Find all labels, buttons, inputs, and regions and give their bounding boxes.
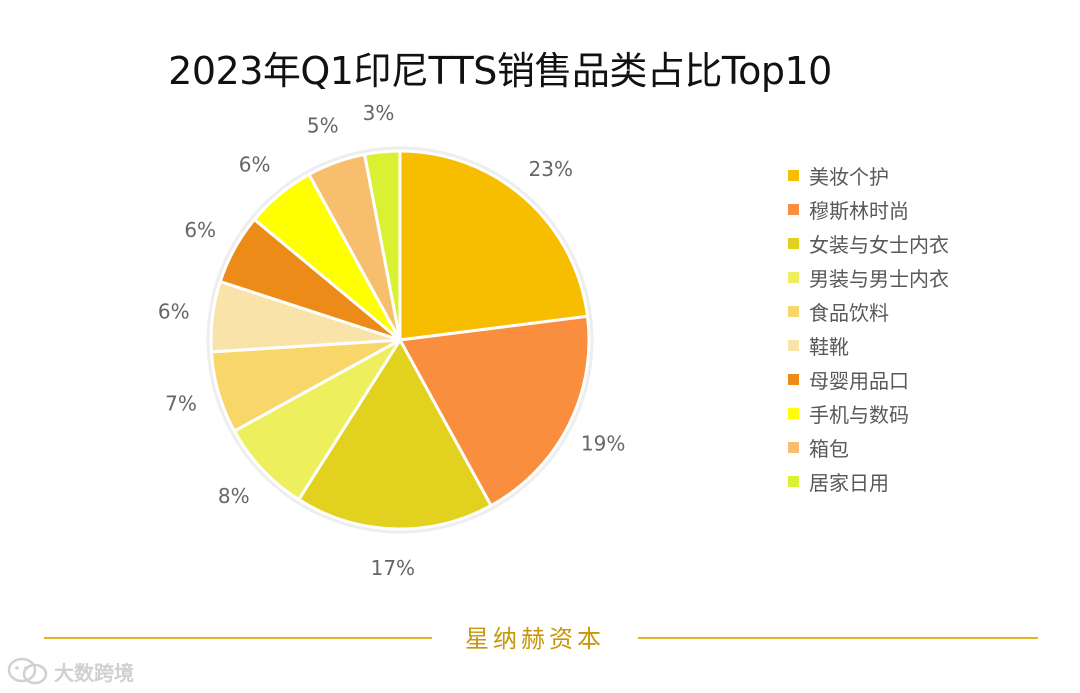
legend-swatch (788, 373, 799, 385)
legend-item: 鞋靴 (788, 328, 949, 362)
legend-swatch (788, 475, 799, 487)
slice-data-label: 7% (165, 392, 197, 416)
legend-item: 手机与数码 (788, 396, 949, 430)
legend-item: 食品饮料 (788, 294, 949, 328)
pie-slice (296, 337, 494, 531)
slice-data-label: 6% (184, 218, 216, 242)
legend-label: 居家日用 (809, 470, 889, 495)
slice-data-label: 23% (529, 157, 573, 181)
watermark-text: 大数跨境 (54, 660, 134, 685)
slice-data-label: 6% (158, 299, 190, 323)
legend-label: 母婴用品口 (809, 368, 909, 393)
legend-item: 箱包 (788, 430, 949, 464)
legend-label: 穆斯林时尚 (809, 198, 909, 223)
legend-label: 男装与男士内衣 (809, 266, 949, 291)
watermark: 大数跨境 (6, 656, 134, 686)
slice-data-label: 6% (239, 152, 271, 176)
chart-title: 2023年Q1印尼TTS销售品类占比Top10 (168, 49, 832, 93)
legend-swatch (788, 305, 799, 317)
slice-data-label: 8% (218, 484, 250, 508)
legend-label: 鞋靴 (809, 334, 849, 359)
legend-label: 食品饮料 (809, 300, 889, 325)
legend-swatch (788, 339, 799, 351)
legend-item: 女装与女士内衣 (788, 226, 949, 260)
pie-slice (232, 338, 402, 502)
legend-label: 箱包 (809, 436, 849, 461)
footer-divider-right (638, 637, 1038, 639)
legend-item: 母婴用品口 (788, 362, 949, 396)
legend-label: 手机与数码 (809, 402, 909, 427)
pie-slice (398, 149, 590, 342)
pie-outline (206, 146, 594, 534)
legend-swatch (788, 203, 799, 215)
pie-slice (397, 314, 591, 508)
legend-label: 美妆个护 (809, 164, 889, 189)
legend-item: 美妆个护 (788, 158, 949, 192)
slice-data-label: 17% (371, 556, 415, 580)
chart-legend: 美妆个护穆斯林时尚女装与女士内衣 男装与男士内衣 食品饮料鞋靴母婴用品口手机与数码箱… (788, 158, 949, 498)
footer-divider-left (44, 637, 432, 639)
slice-data-label: 19% (581, 432, 625, 456)
legend-swatch (788, 271, 799, 283)
wechat-logo-icon (7, 657, 48, 685)
slice-data-label: 5% (307, 113, 339, 137)
legend-label: 女装与女士内衣 (809, 232, 949, 257)
legend-item: 男装与男士内衣 (788, 260, 949, 294)
legend-swatch (788, 237, 799, 249)
legend-item: 居家日用 (788, 464, 949, 498)
slice-data-label: 3% (363, 101, 395, 125)
legend-swatch (788, 169, 799, 181)
footer-brand: 星纳赫资本 (465, 625, 605, 653)
legend-item: 穆斯林时尚 (788, 192, 949, 226)
legend-swatch (788, 407, 799, 419)
legend-swatch (788, 441, 799, 453)
pie-slice (362, 149, 402, 341)
